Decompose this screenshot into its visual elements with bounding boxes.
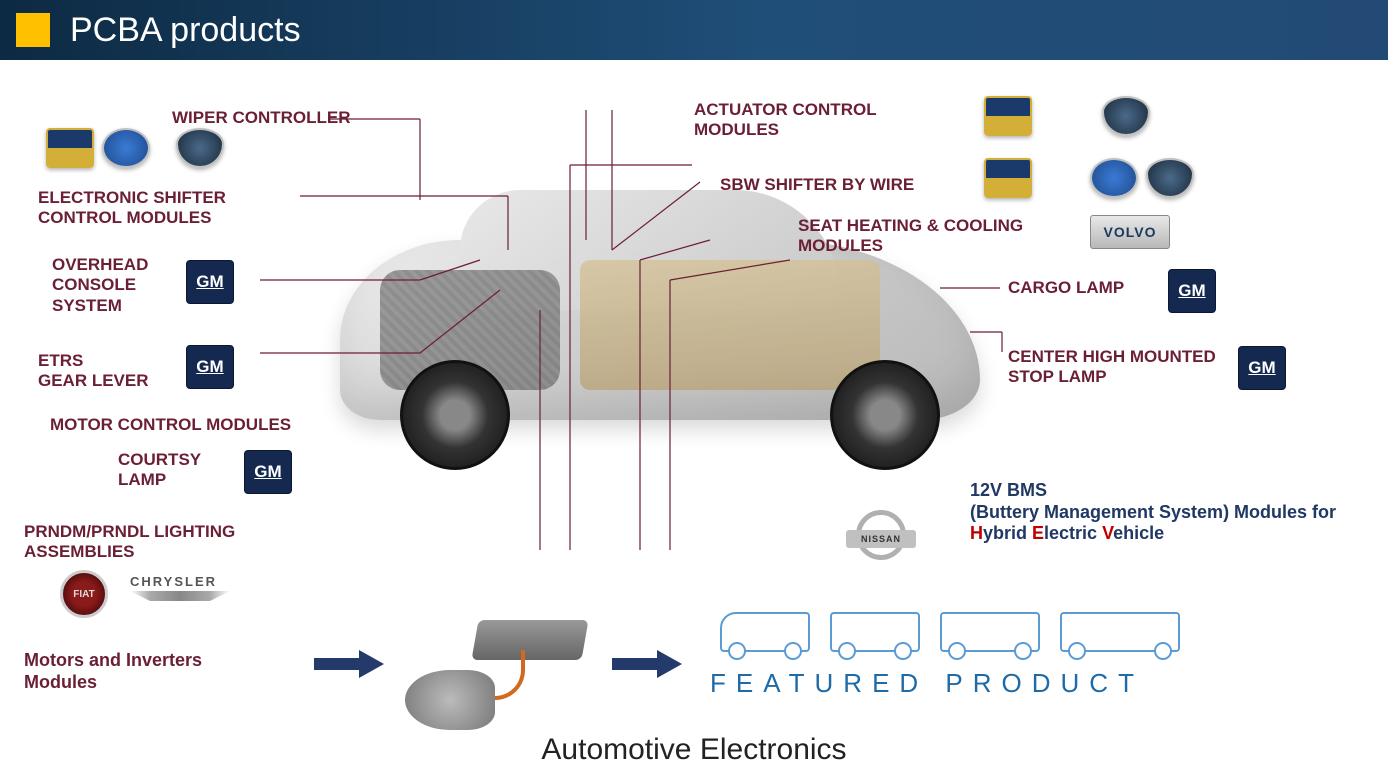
brand-row-actuator bbox=[984, 96, 1150, 136]
gm-icon bbox=[1238, 346, 1286, 390]
chrysler-icon: CHRYSLER bbox=[130, 574, 230, 601]
label-overhead-console: OVERHEAD CONSOLE SYSTEM bbox=[52, 255, 148, 316]
truck-icon bbox=[830, 612, 920, 652]
footer-title: Automotive Electronics bbox=[0, 733, 1388, 767]
changan-icon bbox=[176, 128, 224, 168]
label-wiper-controller: WIPER CONTROLLER bbox=[172, 108, 351, 128]
label-motors-inverters: Motors and Inverters Modules bbox=[24, 650, 224, 693]
label-etrs-gear-lever: ETRS GEAR LEVER bbox=[38, 351, 149, 392]
volvo-icon: VOLVO bbox=[1090, 215, 1170, 249]
faw-icon bbox=[102, 128, 150, 168]
fiat-icon bbox=[60, 570, 108, 618]
arrow-icon bbox=[314, 650, 384, 678]
arrow-icon bbox=[612, 650, 682, 678]
diagram-canvas: WIPER CONTROLLER ELECTRONIC SHIFTER CONT… bbox=[0, 60, 1388, 773]
label-chmsl: CENTER HIGH MOUNTED STOP LAMP bbox=[1008, 347, 1218, 388]
gm-icon bbox=[244, 450, 292, 494]
brand-row-sbw bbox=[984, 158, 1194, 198]
pickup-icon bbox=[940, 612, 1040, 652]
label-courtsy-lamp: COURTSY LAMP bbox=[118, 450, 201, 491]
motor-inverter-illustration bbox=[395, 620, 585, 730]
label-actuator-control: ACTUATOR CONTROL MODULES bbox=[694, 100, 894, 141]
page-title: PCBA products bbox=[70, 11, 301, 50]
faw-icon bbox=[1090, 158, 1138, 198]
label-electronic-shifter: ELECTRONIC SHIFTER CONTROL MODULES bbox=[38, 188, 308, 229]
geely-icon bbox=[46, 128, 94, 168]
header-accent-square bbox=[16, 13, 50, 47]
geely-icon bbox=[984, 158, 1032, 198]
label-bms: 12V BMS (Buttery Management System) Modu… bbox=[970, 480, 1370, 545]
geely-icon bbox=[984, 96, 1032, 136]
brand-row-wiper bbox=[46, 128, 224, 168]
label-cargo-lamp: CARGO LAMP bbox=[1008, 278, 1124, 298]
changan-icon bbox=[1102, 96, 1150, 136]
van-icon bbox=[720, 612, 810, 652]
featured-product-text: FEATURED PRODUCT bbox=[710, 668, 1144, 699]
changan-icon bbox=[1146, 158, 1194, 198]
header: PCBA products bbox=[0, 0, 1388, 60]
vehicle-icons-row bbox=[720, 612, 1180, 652]
gm-icon bbox=[186, 345, 234, 389]
gm-icon bbox=[186, 260, 234, 304]
bus-icon bbox=[1060, 612, 1180, 652]
nissan-icon: NISSAN bbox=[846, 510, 916, 565]
label-motor-control-modules: MOTOR CONTROL MODULES bbox=[50, 415, 291, 435]
gm-icon bbox=[1168, 269, 1216, 313]
label-seat-heating: SEAT HEATING & COOLING MODULES bbox=[798, 216, 1028, 257]
label-sbw: SBW SHIFTER BY WIRE bbox=[720, 175, 914, 195]
car-cutaway-illustration bbox=[300, 160, 1020, 500]
label-prndm-lighting: PRNDM/PRNDL LIGHTING ASSEMBLIES bbox=[24, 522, 304, 563]
